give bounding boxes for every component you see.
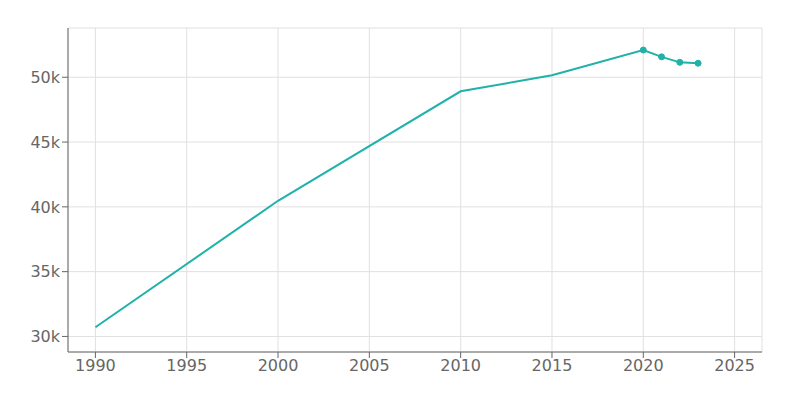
svg-text:2015: 2015: [532, 356, 573, 375]
svg-text:35k: 35k: [30, 262, 60, 281]
svg-text:40k: 40k: [30, 198, 60, 217]
svg-text:30k: 30k: [30, 327, 60, 346]
svg-text:2005: 2005: [349, 356, 390, 375]
svg-text:2025: 2025: [714, 356, 755, 375]
svg-text:2020: 2020: [623, 356, 664, 375]
svg-text:2000: 2000: [258, 356, 299, 375]
svg-text:45k: 45k: [30, 133, 60, 152]
svg-text:2010: 2010: [440, 356, 481, 375]
svg-text:1990: 1990: [75, 356, 116, 375]
svg-text:50k: 50k: [30, 68, 60, 87]
svg-text:1995: 1995: [166, 356, 207, 375]
